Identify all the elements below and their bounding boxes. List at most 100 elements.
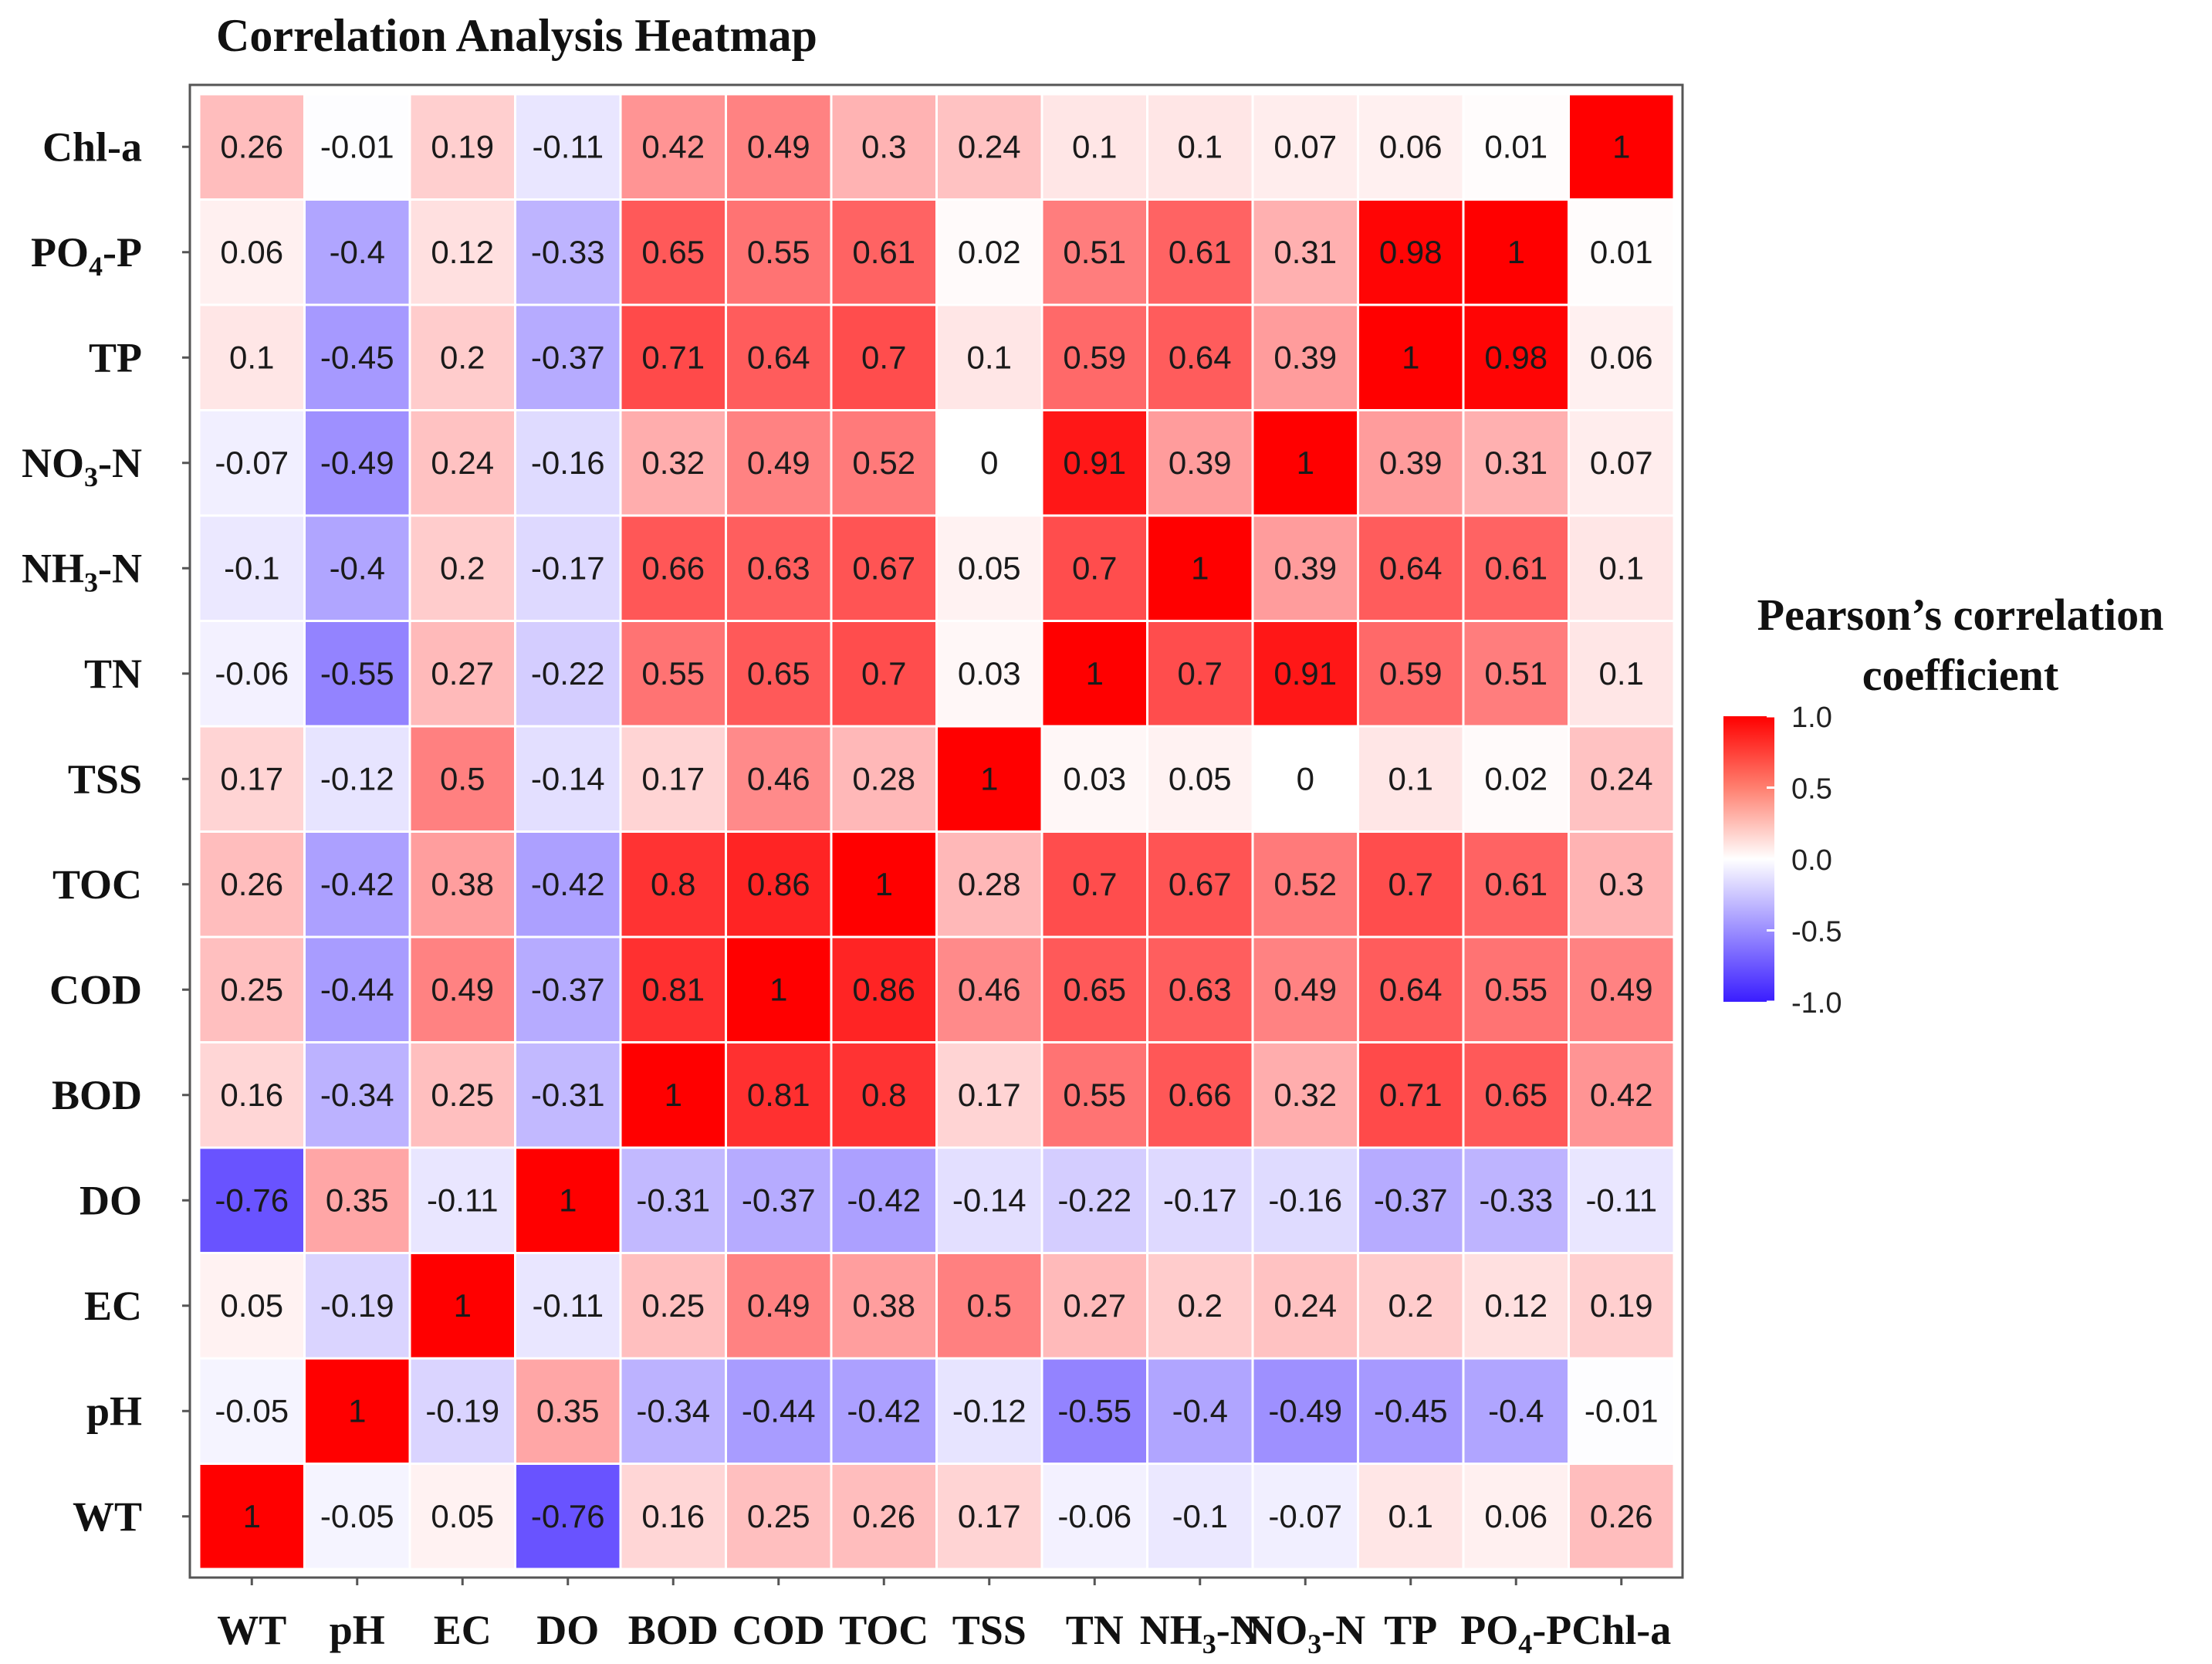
cell-value-label: 0.86	[852, 971, 915, 1007]
cell-value-label: 0.05	[1169, 760, 1232, 796]
cell-value-label: 0.46	[958, 971, 1021, 1007]
cell-value-label: 0.38	[852, 1287, 915, 1324]
heatmap-cell	[832, 1359, 935, 1463]
cell-value-label: 0.26	[220, 866, 283, 902]
cell-value-label: 0.59	[1379, 655, 1443, 692]
heatmap-cell	[200, 1043, 303, 1147]
cell-value-label: 0.26	[1590, 1498, 1653, 1534]
cell-value-label: 1	[769, 971, 787, 1007]
cell-value-label: 0.42	[641, 128, 705, 164]
cell-value-label: 0.02	[958, 234, 1021, 270]
heatmap-cell	[1359, 938, 1463, 1041]
cell-value-label: -0.19	[320, 1287, 394, 1324]
heatmap-cell	[411, 1148, 514, 1252]
heatmap-cell	[1570, 833, 1673, 936]
heatmap-cell	[1464, 1254, 1568, 1358]
cell-value-label: -0.4	[330, 550, 385, 586]
cell-value-label: -0.49	[320, 445, 394, 481]
x-tick-label: TP	[1384, 1607, 1437, 1653]
cell-value-label: 0.27	[1063, 1287, 1126, 1324]
cell-value-label: -0.11	[1585, 1182, 1657, 1218]
heatmap-cell	[1148, 306, 1252, 409]
y-tick-label: NO3-N	[22, 440, 142, 492]
cell-value-label: 0.32	[641, 445, 705, 481]
heatmap-cell	[832, 95, 935, 198]
cell-value-label: 0.86	[747, 866, 810, 902]
cell-value-label: -0.07	[215, 445, 289, 481]
cell-value-label: 0.61	[1484, 866, 1547, 902]
cell-value-label: 0.64	[1379, 971, 1443, 1007]
heatmap-cell	[1043, 727, 1146, 830]
heatmap-cell	[621, 516, 725, 620]
cell-value-label: 0.1	[967, 339, 1012, 375]
heatmap-cell	[200, 516, 303, 620]
cell-value-label: 0.7	[861, 339, 906, 375]
cell-value-label: -0.06	[215, 655, 289, 692]
heatmap-cell	[938, 727, 1041, 830]
heatmap-cell	[621, 1465, 725, 1568]
heatmap-cell	[306, 1465, 409, 1568]
heatmap-cell	[1148, 1465, 1252, 1568]
heatmap-cell	[1043, 201, 1146, 304]
heatmap-cell	[516, 201, 620, 304]
cell-value-label: 0.32	[1273, 1077, 1337, 1113]
heatmap-cell	[1464, 1465, 1568, 1568]
heatmap-cell	[411, 833, 514, 936]
cell-value-label: 0.49	[431, 971, 494, 1007]
heatmap-cell	[306, 938, 409, 1041]
heatmap-cell	[832, 516, 935, 620]
cell-value-label: 0.28	[852, 760, 915, 796]
heatmap-cell	[516, 1148, 620, 1252]
cell-value-label: -0.1	[1172, 1498, 1228, 1534]
heatmap-cell	[727, 306, 830, 409]
heatmap-cell	[1570, 1043, 1673, 1147]
heatmap-cell	[832, 411, 935, 515]
cell-value-label: 0.02	[1484, 760, 1547, 796]
legend-tick-label: 0.5	[1791, 773, 1832, 806]
cell-value-label: -0.37	[531, 339, 605, 375]
heatmap-cell	[411, 95, 514, 198]
heatmap-cell	[832, 1465, 935, 1568]
heatmap-cell	[1148, 95, 1252, 198]
cell-value-label: -0.45	[1374, 1392, 1448, 1429]
heatmap-cell	[938, 1359, 1041, 1463]
heatmap-cell	[1253, 1254, 1357, 1358]
y-tick-label: WT	[73, 1493, 142, 1540]
heatmap-cell	[200, 727, 303, 830]
heatmap-cell	[938, 1148, 1041, 1252]
heatmap-cell	[727, 95, 830, 198]
heatmap-cell	[938, 1254, 1041, 1358]
cell-value-label: 0.7	[1388, 866, 1433, 902]
cell-value-label: -0.44	[320, 971, 394, 1007]
heatmap-cell	[200, 95, 303, 198]
cell-value-label: 0.51	[1484, 655, 1547, 692]
cell-value-label: 0.05	[220, 1287, 283, 1324]
heatmap-cell	[1148, 622, 1252, 725]
heatmap-cell	[411, 201, 514, 304]
heatmap-cell	[832, 833, 935, 936]
heatmap-cell	[1148, 833, 1252, 936]
legend-tick-label: 0.0	[1791, 844, 1832, 877]
cell-value-label: 0.24	[1273, 1287, 1337, 1324]
cell-value-label: 0.17	[958, 1077, 1021, 1113]
cell-value-label: 0.26	[852, 1498, 915, 1534]
cell-value-label: 0.07	[1590, 445, 1653, 481]
heatmap-cell	[1148, 1254, 1252, 1358]
cell-value-label: 0.81	[747, 1077, 810, 1113]
cell-value-label: 0.49	[1590, 971, 1653, 1007]
heatmap-cell	[306, 833, 409, 936]
cell-value-label: 0.39	[1273, 550, 1337, 586]
heatmap-cell	[1570, 95, 1673, 198]
cell-value-label: 1	[875, 866, 893, 902]
heatmap-cell	[1253, 201, 1357, 304]
heatmap-cell	[1570, 411, 1673, 515]
cell-value-label: 0	[1297, 760, 1314, 796]
heatmap-cell	[1570, 201, 1673, 304]
heatmap-cell	[1359, 95, 1463, 198]
heatmap-cell	[411, 306, 514, 409]
cell-value-label: 0.46	[747, 760, 810, 796]
heatmap-cell	[727, 833, 830, 936]
heatmap-cell	[938, 411, 1041, 515]
cell-value-label: 0	[980, 445, 998, 481]
heatmap-cell	[1148, 1148, 1252, 1252]
